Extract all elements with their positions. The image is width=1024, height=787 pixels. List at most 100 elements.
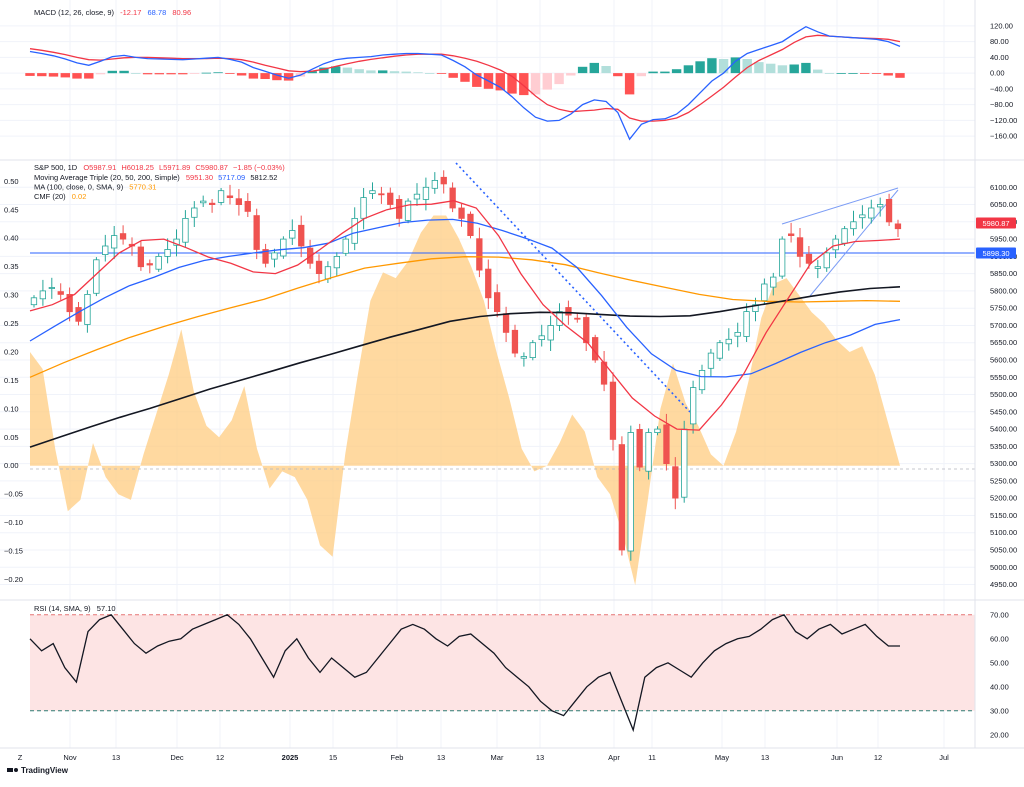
macd-hist-bar [613, 73, 623, 77]
candle-up [841, 228, 848, 244]
macd-hist-bar [166, 73, 176, 75]
macd-tick-label: 40.00 [990, 53, 1009, 62]
macd-hist-bar [789, 64, 799, 74]
candle-up [556, 311, 563, 326]
time-axis[interactable]: Z Nov 13 Dec 12 2025 15 Feb 13 Mar 13 Apr 11 May 13 Jun… [18, 753, 949, 762]
last-price-tag[interactable]: 5980.87 [976, 217, 1016, 229]
time-tick-label: Z [18, 753, 23, 762]
macd-hist-bar [730, 57, 741, 74]
trendline-dotted[interactable] [455, 162, 691, 413]
price-tick-label: 5300.00 [990, 459, 1017, 468]
rsi-tick-label: 50.00 [990, 658, 1009, 667]
candle-up [690, 387, 697, 425]
price-tick-label: 5200.00 [990, 494, 1017, 503]
macd-hist-bar [189, 73, 200, 74]
macd-pane[interactable]: 120.00 80.00 40.00 0.00 −40.00 −80.00 −120.00 −… [25, 8, 1017, 141]
cmf-axis-ticks: 0.50 0.45 0.40 0.35 0.30 0.25 0.20 0.15 0.10 0.05… [4, 177, 23, 584]
price-pane[interactable]: 6100.006050.006000.005950.005900.005850.… [4, 162, 1017, 589]
time-tick-label: Mar [491, 753, 504, 762]
macd-hist-bar [72, 73, 82, 79]
candle-up [743, 311, 750, 337]
macd-hist-bar [519, 73, 529, 96]
macd-hist-bar [389, 71, 400, 74]
macd-hist-bar [260, 73, 270, 79]
candle-up [333, 255, 341, 269]
candle-up [814, 266, 821, 269]
candle-up [173, 238, 180, 246]
logo-dot-icon [14, 768, 18, 772]
price-tick-label: 5600.00 [990, 356, 1017, 365]
macd-hist-bar [319, 67, 329, 74]
symbol-name: S&P 500, 1D [34, 163, 78, 172]
candle-up [725, 338, 732, 345]
macd-hist-bar [636, 73, 646, 77]
macd-legend-v2: 68.78 [148, 8, 167, 17]
candle-down [609, 381, 617, 440]
candle-up [360, 197, 367, 219]
time-tick-label: 13 [761, 753, 769, 762]
ma20-line [29, 200, 901, 431]
price-legend-line4[interactable]: CMF (20) 0.02 [34, 192, 86, 201]
candle-up [734, 331, 741, 337]
rsi-pane[interactable]: 70.00 60.00 50.00 40.00 30.00 20.00 RSI (14, … [29, 604, 1009, 739]
macd-hist-bar [507, 73, 517, 94]
ma100-name: MA (100, close, 0, SMA, 9) [34, 183, 124, 192]
mat-v2: 5717.09 [218, 173, 245, 182]
candle-down [57, 291, 64, 295]
macd-hist-bar [648, 71, 658, 74]
price-tick-label: 5650.00 [990, 338, 1017, 347]
macd-hist-bar [848, 73, 858, 74]
macd-hist-bar [331, 66, 341, 74]
time-tick-label: 2025 [282, 753, 299, 762]
macd-hist-bar [107, 70, 117, 74]
candle-up [645, 432, 652, 472]
last-price-tag-text: 5980.87 [982, 219, 1009, 228]
macd-legend[interactable]: MACD (12, 26, close, 9) -12.17 68.78 80.… [34, 8, 191, 17]
cmf-tick-label: 0.00 [4, 461, 19, 470]
ohlc-change: −1.85 (−0.03%) [233, 163, 285, 172]
macd-hist-bar [378, 70, 388, 74]
price-tick-label: 5500.00 [990, 390, 1017, 399]
candle-up [111, 235, 118, 249]
macd-hist-bar [425, 73, 435, 74]
tradingview-logo[interactable]: TradingView [7, 766, 69, 775]
time-tick-label: 13 [437, 753, 445, 762]
candle-up [404, 200, 412, 221]
price-tick-label: 5350.00 [990, 442, 1017, 451]
macd-hist-bar [660, 71, 670, 74]
price-legend-line3[interactable]: MA (100, close, 0, SMA, 9) 5770.31 [34, 183, 156, 192]
trendline-lower[interactable] [809, 189, 899, 297]
time-tick-label: 13 [536, 753, 544, 762]
macd-legend-v1: -12.17 [120, 8, 141, 17]
macd-hist-bar [671, 69, 682, 74]
candle-down [298, 224, 305, 247]
rsi-legend[interactable]: RSI (14, SMA, 9) 57.10 [34, 604, 116, 613]
candle-down [66, 293, 73, 313]
time-tick-label: May [715, 753, 729, 762]
macd-hist-bar [824, 73, 835, 74]
price-legend-line2[interactable]: Moving Average Triple (20, 50, 200, Simp… [34, 173, 277, 182]
macd-hist-bar [95, 73, 106, 75]
ma100-line [29, 256, 901, 378]
price-legend-line1[interactable]: S&P 500, 1D O5987.91 H6018.25 L5971.89 C… [34, 163, 285, 172]
macd-hist-bar [624, 73, 635, 95]
candle-up [779, 238, 786, 277]
macd-hist-bar [48, 73, 59, 77]
logo-mark-icon [7, 768, 13, 772]
rsi-legend-name: RSI (14, SMA, 9) [34, 604, 91, 613]
hline-price-tag[interactable]: 5898.30 [976, 247, 1016, 259]
macd-hist-bar [154, 73, 164, 75]
rsi-tick-label: 40.00 [990, 682, 1009, 691]
trendline-upper[interactable] [781, 187, 899, 225]
candle-up [529, 342, 536, 359]
macd-hist-bar [813, 69, 823, 74]
candle-down [467, 213, 474, 236]
rsi-tick-label: 60.00 [990, 634, 1009, 643]
ohlc-close: C5980.87 [195, 163, 228, 172]
rsi-tick-label: 30.00 [990, 706, 1009, 715]
candle-down [253, 215, 260, 250]
macd-tick-label: −160.00 [990, 132, 1017, 141]
candle-up [770, 276, 777, 288]
price-tick-label: 5450.00 [990, 407, 1017, 416]
